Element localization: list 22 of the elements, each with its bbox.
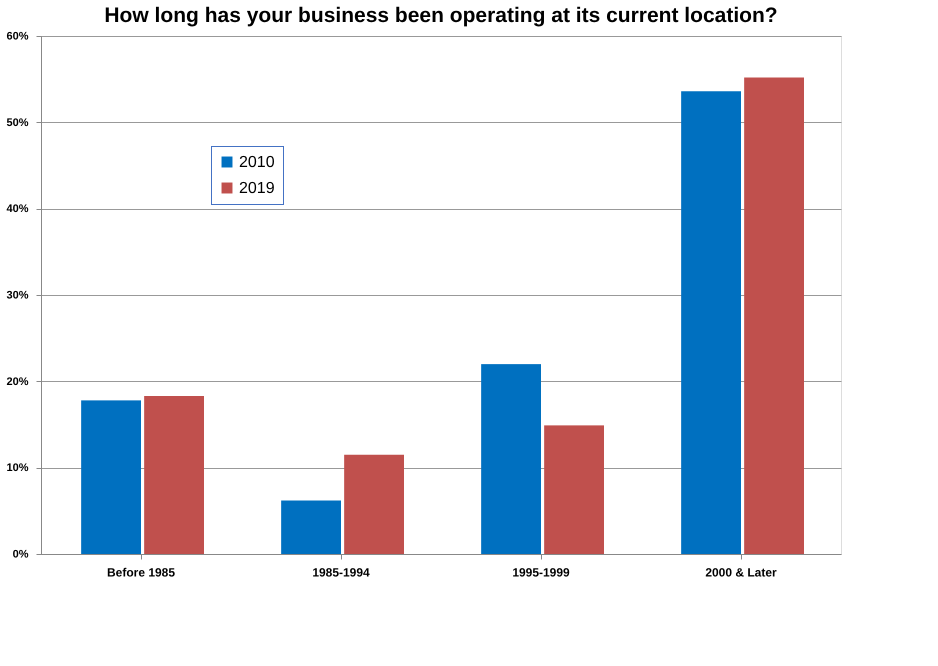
bar — [681, 91, 741, 554]
y-tick-label: 30% — [6, 290, 29, 302]
x-tick-label: Before 1985 — [106, 566, 176, 580]
y-tick-label: 0% — [12, 548, 29, 560]
y-tick-label: 40% — [6, 203, 29, 216]
bar — [544, 425, 604, 554]
bar — [144, 396, 204, 554]
bar — [81, 400, 141, 554]
bar — [281, 500, 341, 554]
y-tick-label: 20% — [6, 376, 29, 388]
x-tick-label: 1995-1999 — [512, 566, 570, 580]
y-tick-label: 60% — [6, 30, 29, 42]
bar — [344, 454, 404, 554]
bar — [744, 77, 804, 554]
bar — [481, 364, 541, 554]
legend-label: 2019 — [239, 180, 275, 197]
legend-label: 2010 — [239, 154, 275, 171]
x-tick-label: 2000 & Later — [705, 566, 778, 580]
y-tick-label: 50% — [6, 116, 29, 129]
chart-title: How long has your business been operating at its current location? — [104, 4, 778, 27]
x-tick-label: 1985-1994 — [312, 566, 370, 580]
y-tick-label: 10% — [6, 462, 29, 474]
